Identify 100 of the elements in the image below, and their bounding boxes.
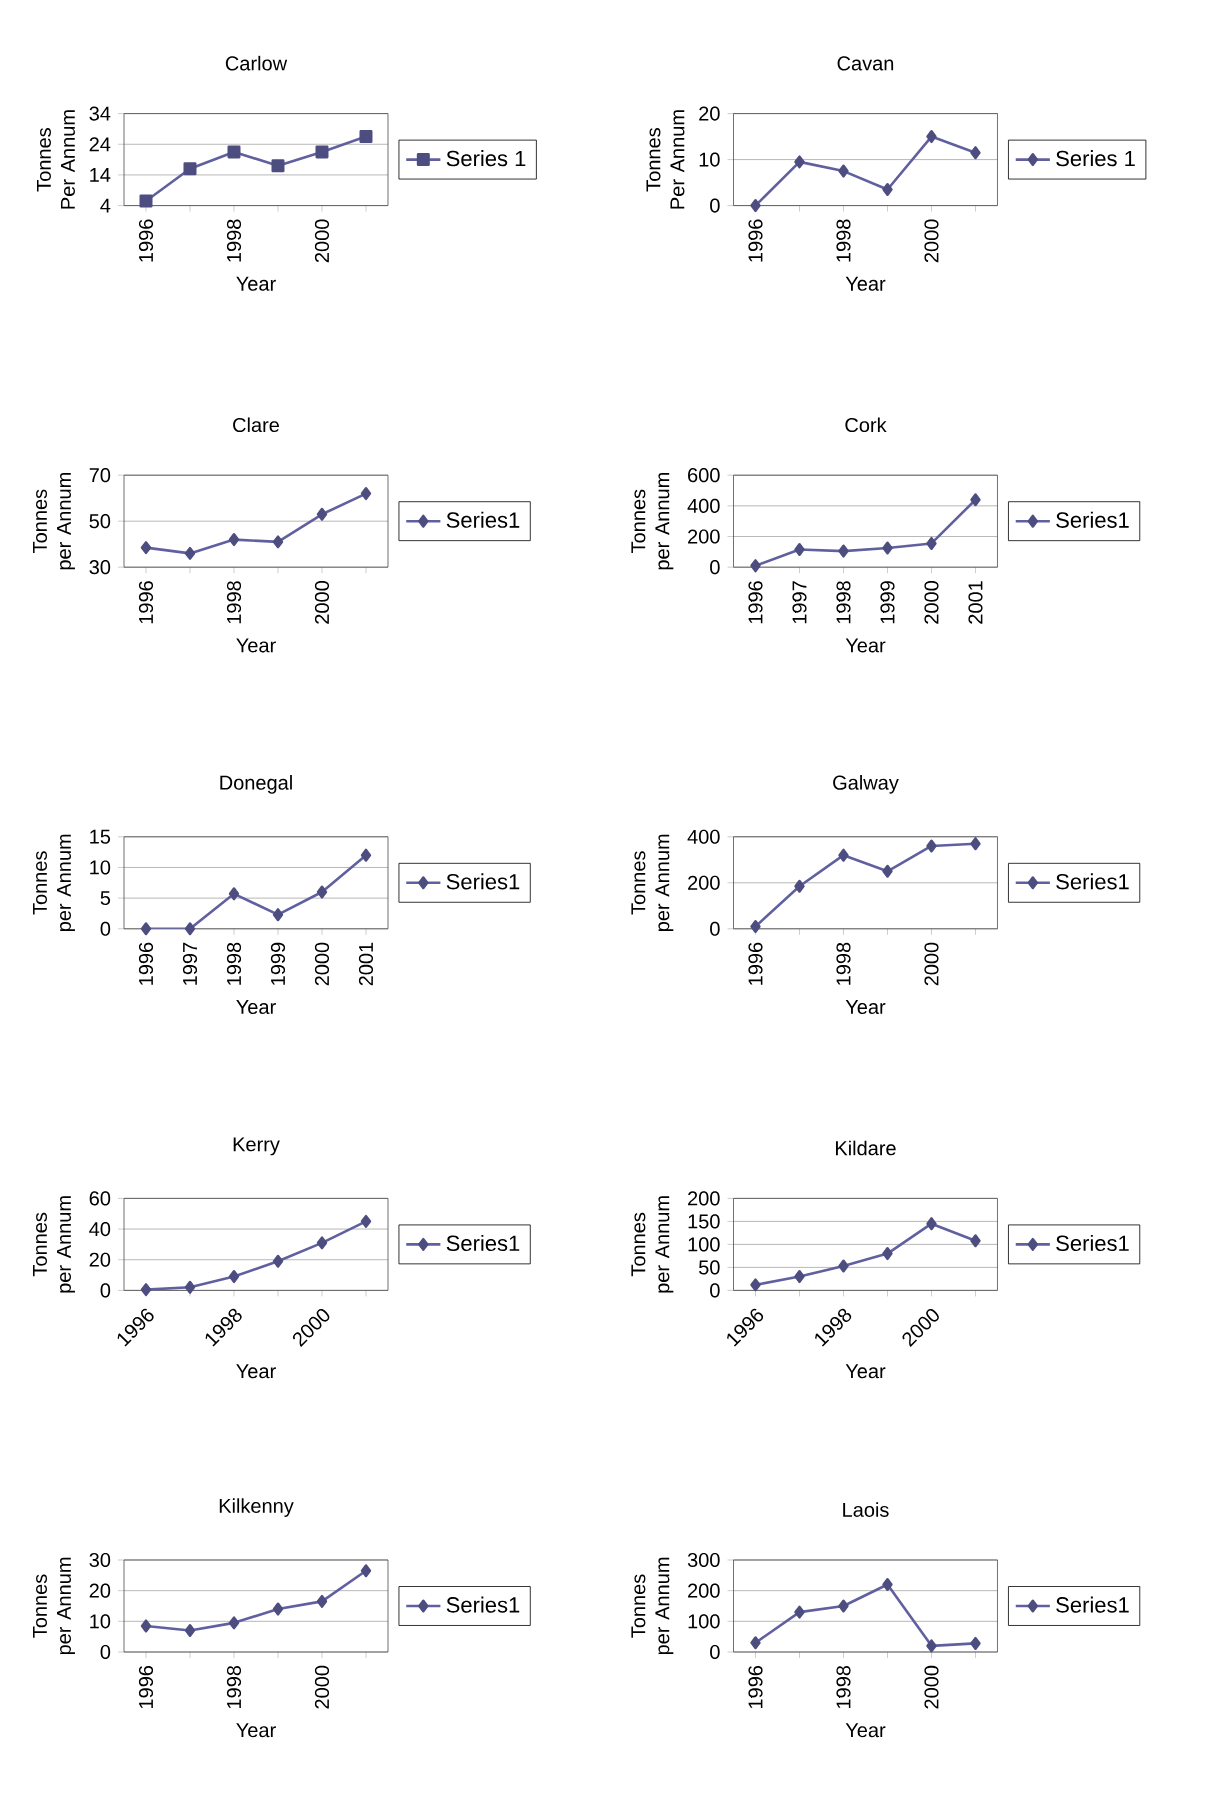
y-tick-label: 0 — [710, 921, 720, 936]
point — [794, 543, 805, 557]
point — [360, 1564, 372, 1578]
legend-label: Series1 — [1056, 1596, 1129, 1613]
point — [882, 864, 893, 878]
y-axis-title: Tonnes per Annum — [33, 1196, 75, 1293]
y-tick-label: 10 — [90, 1614, 111, 1629]
point — [360, 487, 372, 501]
x-axis-title: Year — [236, 276, 276, 291]
point — [882, 1247, 893, 1261]
point — [838, 1259, 849, 1273]
point — [139, 194, 153, 208]
x-axis-title: Year — [236, 1000, 276, 1015]
point — [228, 1270, 240, 1284]
y-tick-label: 200 — [688, 1191, 720, 1206]
y-axis-title: Tonnes per Annum — [33, 834, 75, 931]
point — [228, 887, 240, 901]
point — [184, 1624, 196, 1638]
x-axis-title: Year — [236, 1723, 276, 1738]
x-tick-label: 1998 — [226, 1665, 242, 1709]
x-tick-label: 2000 — [924, 219, 939, 263]
legend-label: Series1 — [1056, 1234, 1129, 1252]
point — [360, 848, 372, 862]
point — [838, 164, 849, 178]
chart-title: Kilkenny — [219, 1498, 294, 1517]
x-tick-label: 1996 — [748, 219, 763, 262]
x-tick-label: 2000 — [314, 1665, 330, 1709]
chart-title: Donegal — [220, 775, 292, 794]
point — [140, 541, 152, 555]
legend-label: Series1 — [446, 873, 520, 890]
y-tick-label: 15 — [90, 829, 111, 844]
x-axis-title: Year — [845, 1723, 886, 1738]
chart-title: Laois — [843, 1502, 889, 1517]
x-tick-label: 2000 — [924, 581, 939, 624]
y-tick-label: 300 — [687, 1552, 720, 1568]
y-tick-label: 30 — [89, 560, 111, 575]
y-tick-label: 5 — [100, 891, 111, 906]
point — [838, 1599, 849, 1613]
y-tick-label: 600 — [688, 468, 720, 483]
x-tick-label: 1998 — [226, 219, 242, 262]
point — [184, 1280, 196, 1294]
y-tick-label: 200 — [688, 1583, 720, 1598]
y-tick-label: 34 — [89, 106, 111, 121]
point — [227, 145, 241, 159]
y-axis-title: Tonnes per Annum — [631, 473, 674, 570]
point — [882, 182, 893, 196]
y-tick-label: 50 — [699, 1260, 720, 1275]
point — [140, 922, 152, 936]
point — [750, 559, 761, 573]
y-tick-label: 30 — [89, 1552, 111, 1568]
x-tick-label: 1998 — [226, 581, 242, 624]
x-tick-label: 1999 — [880, 581, 895, 624]
point — [750, 1278, 761, 1292]
chart-title: Clare — [233, 417, 279, 433]
x-tick-label: 1997 — [792, 581, 807, 624]
y-tick-label: 0 — [100, 1644, 111, 1660]
point — [882, 541, 893, 555]
point — [970, 146, 981, 160]
point — [360, 1214, 372, 1228]
point — [316, 507, 328, 521]
point — [794, 879, 805, 893]
y-tick-label: 400 — [687, 829, 720, 844]
y-tick-label: 0 — [710, 1283, 720, 1298]
x-tick-label: 1999 — [270, 942, 286, 985]
point — [316, 885, 328, 899]
point — [970, 837, 981, 851]
point — [970, 1234, 981, 1248]
x-axis-title: Year — [845, 276, 886, 291]
x-tick-label: 1996 — [748, 942, 763, 985]
chart-title: Kildare — [836, 1140, 896, 1156]
point — [271, 159, 285, 173]
point — [184, 922, 196, 936]
point — [926, 130, 937, 144]
point — [970, 1636, 981, 1650]
x-axis-title: Year — [845, 1364, 886, 1379]
y-tick-label: 10 — [90, 860, 111, 875]
y-tick-label: 10 — [699, 152, 720, 167]
x-tick-label: 1998 — [836, 1665, 851, 1709]
point — [272, 1254, 284, 1268]
y-tick-label: 60 — [89, 1191, 111, 1206]
point — [316, 1236, 328, 1250]
x-tick-label: 2000 — [314, 219, 330, 263]
point — [794, 1270, 805, 1284]
x-tick-label: 2000 — [314, 942, 330, 986]
y-tick-label: 20 — [699, 106, 720, 121]
point — [926, 1217, 937, 1231]
x-tick-label: 1996 — [138, 219, 154, 262]
y-tick-label: 100 — [688, 1614, 720, 1629]
point — [316, 1594, 328, 1608]
y-axis-title: Tonnes Per Annum — [646, 110, 685, 209]
y-axis-title: Tonnes per Annum — [631, 1557, 674, 1655]
x-tick-label: 1997 — [182, 942, 198, 985]
y-axis-title: Tonnes per Annum — [33, 1557, 75, 1655]
point — [228, 1616, 240, 1630]
point — [228, 533, 240, 547]
y-axis-title: Tonnes per Annum — [631, 1196, 674, 1293]
point — [970, 493, 981, 507]
y-tick-label: 50 — [89, 514, 111, 529]
y-axis-title: Tonnes per Annum — [33, 473, 75, 570]
y-tick-label: 4 — [100, 198, 111, 213]
